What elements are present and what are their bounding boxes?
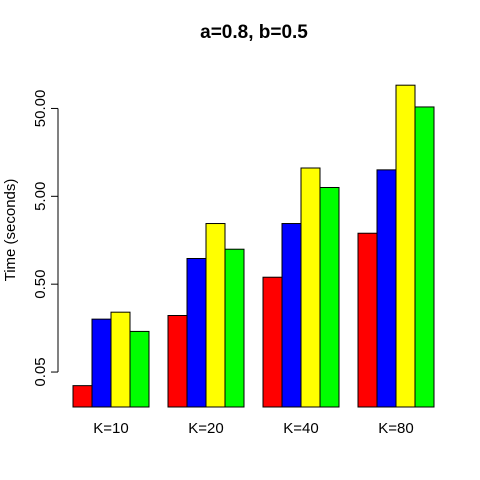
y-axis: 0.05 0.50 5.00 50.00: [32, 90, 59, 387]
bar-K40-series-3: [300, 167, 321, 408]
bar-K10-series-1: [72, 385, 93, 408]
chart-title: a=0.8, b=0.5: [200, 22, 308, 43]
bar-K40-series-2: [281, 223, 302, 408]
bar-K20-series-2: [186, 257, 207, 408]
bar-K80-series-4: [414, 106, 435, 408]
x-category-label: K=40: [283, 420, 318, 437]
bar-K20-series-4: [224, 248, 245, 408]
bar-K20-series-3: [205, 223, 226, 408]
bar-K80-series-3: [395, 84, 416, 408]
bar-K10-series-2: [91, 318, 112, 408]
y-tick-label: 5.00: [32, 182, 49, 211]
y-axis-label: Time (seconds): [2, 179, 19, 282]
bar-K20-series-1: [167, 315, 188, 408]
y-tick-label: 0.05: [32, 357, 49, 386]
bar-K10-series-4: [129, 330, 150, 408]
x-category-label: K=10: [93, 420, 128, 437]
y-tick-label: 50.00: [32, 90, 49, 128]
bar-K40-series-1: [262, 276, 283, 408]
bar-K10-series-3: [110, 311, 131, 408]
bar-K80-series-1: [357, 232, 378, 408]
y-tick-label: 0.50: [32, 270, 49, 299]
x-category-label: K=20: [188, 420, 223, 437]
bars-group: [72, 84, 435, 408]
x-category-label: K=80: [378, 420, 413, 437]
x-axis-labels: K=10 K=20 K=40 K=80: [93, 420, 413, 437]
bar-K80-series-2: [376, 169, 397, 408]
bar-K40-series-4: [319, 186, 340, 408]
